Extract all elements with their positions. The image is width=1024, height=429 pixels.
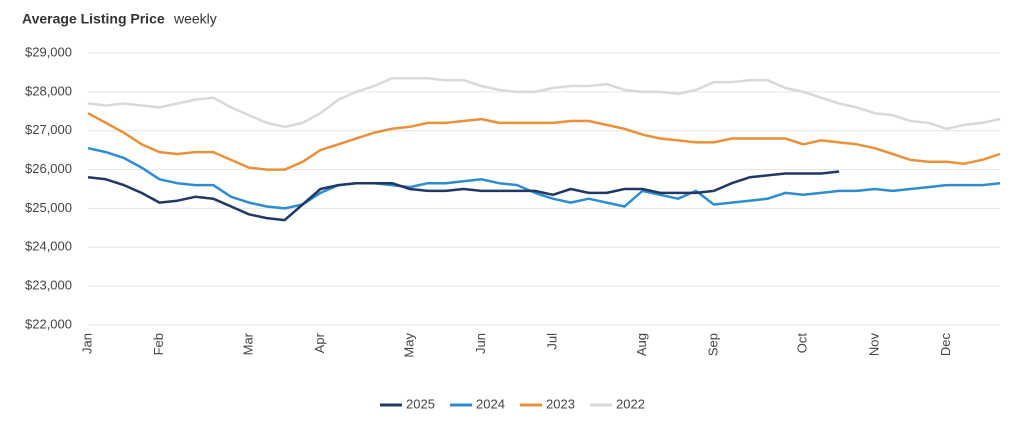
- chart-title: Average Listing Price: [22, 11, 165, 27]
- series-line: [87, 112, 1001, 171]
- y-tick-label: $25,000: [25, 200, 72, 215]
- y-tick-label: $24,000: [25, 239, 72, 254]
- x-tick-label: Jun: [473, 333, 488, 354]
- x-tick-label: Oct: [795, 333, 810, 354]
- legend-label: 2025: [406, 396, 435, 411]
- series-line: [87, 170, 840, 222]
- legend-label: 2023: [546, 396, 575, 411]
- chart-subtitle: weekly: [173, 11, 217, 27]
- legend-label: 2022: [616, 396, 645, 411]
- x-tick-label: Dec: [938, 333, 953, 357]
- x-tick-label: Sep: [705, 333, 720, 356]
- x-tick-label: Mar: [240, 332, 255, 355]
- legend-label: 2024: [476, 396, 505, 411]
- y-tick-label: $22,000: [25, 316, 72, 331]
- y-tick-label: $26,000: [25, 161, 72, 176]
- series-line: [87, 77, 1001, 131]
- series-line: [87, 146, 1001, 210]
- y-tick-label: $29,000: [25, 44, 72, 59]
- y-tick-label: $23,000: [25, 278, 72, 293]
- y-tick-label: $28,000: [25, 83, 72, 98]
- y-tick-label: $27,000: [25, 122, 72, 137]
- x-tick-label: May: [401, 333, 416, 358]
- x-tick-label: Nov: [866, 333, 881, 357]
- x-tick-label: Jul: [544, 333, 559, 350]
- x-tick-label: Aug: [634, 333, 649, 356]
- x-tick-label: Apr: [312, 332, 327, 353]
- x-tick-label: Jan: [79, 333, 94, 354]
- x-tick-label: Feb: [151, 333, 166, 355]
